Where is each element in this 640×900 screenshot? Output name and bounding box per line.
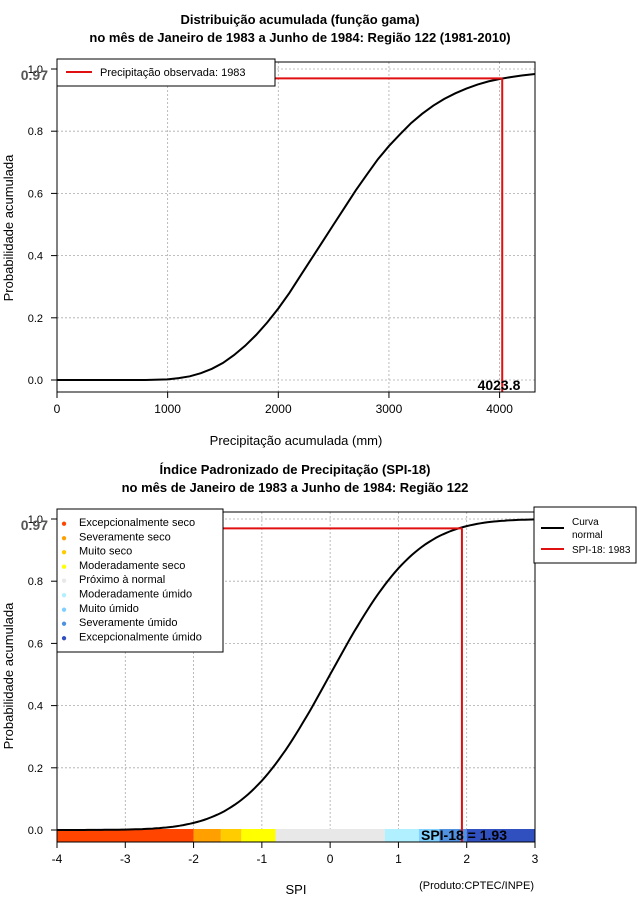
chart2-category-band-2 bbox=[220, 829, 242, 842]
chart2-y-tick-label-2: 0.4 bbox=[28, 701, 43, 713]
chart1-highlight-x-label: 4023.8 bbox=[478, 377, 521, 393]
chart2-legend-bullet-2: ● bbox=[61, 547, 67, 558]
chart2-x-tick-label-1: -3 bbox=[120, 852, 131, 866]
chart2-y-axis: 0.0 0.2 0.4 0.6 0.8 1.0 bbox=[28, 514, 57, 837]
chart2-category-band-7 bbox=[439, 829, 467, 842]
chart2-highlight-y-label: 0.97 bbox=[21, 517, 48, 533]
chart1-title: Distribuição acumulada (função gama) bbox=[180, 12, 419, 27]
chart1-y-tick-label-2: 0.4 bbox=[28, 251, 43, 263]
chart2-y-axis-label: Probabilidade acumulada bbox=[1, 602, 16, 749]
chart2-legend-bullet-6: ● bbox=[61, 604, 67, 615]
chart2-legend-category-6: Muito úmido bbox=[79, 603, 139, 615]
chart2-legend-bullet-1: ● bbox=[61, 533, 67, 544]
chart1-legend: Precipitação observada: 1983 bbox=[56, 58, 276, 87]
chart2-line-legend-box bbox=[533, 506, 637, 564]
chart2-category-band-4 bbox=[275, 829, 385, 842]
chart2-category-band-3 bbox=[241, 829, 276, 842]
chart2-normal-curve bbox=[57, 518, 536, 831]
chart1-y-axis: 0.0 0.2 0.4 0.6 0.8 1.0 bbox=[28, 64, 57, 387]
chart2-x-axis-label: SPI bbox=[286, 882, 307, 897]
chart1-legend-label: Precipitação observada: 1983 bbox=[100, 67, 246, 79]
chart2-y-tick-label-4: 0.8 bbox=[28, 576, 43, 588]
chart1-x-axis-label: Precipitação acumulada (mm) bbox=[210, 433, 383, 448]
chart1-cdf-curve bbox=[57, 73, 536, 381]
chart2-x-tick-label-3: -1 bbox=[257, 852, 268, 866]
chart1-y-tick-label-4: 0.8 bbox=[28, 126, 43, 138]
chart1-grid bbox=[57, 62, 535, 392]
chart2-legend-category-7: Severamente úmido bbox=[79, 617, 177, 629]
chart1-plot-frame bbox=[56, 61, 536, 393]
chart2-category-band-5 bbox=[384, 829, 419, 842]
chart1-x-tick-label-2: 2000 bbox=[265, 402, 292, 416]
chart2-legend-category-4: Próximo à normal bbox=[79, 574, 165, 586]
chart2-legend-category-5: Moderadamente úmido bbox=[79, 589, 192, 601]
chart1-x-tick-label-4: 4000 bbox=[486, 402, 513, 416]
chart2-category-band-6 bbox=[418, 829, 440, 842]
chart2-category-band-8 bbox=[466, 829, 535, 842]
chart2-highlight-x-label: SPI-18 = 1.93 bbox=[421, 827, 507, 843]
chart2-y-tick-label-5: 1.0 bbox=[28, 514, 43, 526]
chart2-category-band-0 bbox=[57, 829, 194, 842]
chart2-grid bbox=[57, 512, 535, 842]
chart1-subtitle: no mês de Janeiro de 1983 a Junho de 198… bbox=[89, 30, 510, 45]
chart2-legend-bullet-5: ● bbox=[61, 590, 67, 601]
chart2-x-tick-label-4: 0 bbox=[327, 852, 334, 866]
chart1-y-axis-label: Probabilidade acumulada bbox=[1, 154, 16, 301]
chart2-category-legend: ● Excepcionalmente seco ● Severamente seco ●… bbox=[56, 508, 224, 653]
chart2-x-axis: -4 -3 -2 -1 0 1 2 3 bbox=[52, 842, 539, 866]
chart2-x-tick-label-5: 1 bbox=[395, 852, 402, 866]
chart2-legend-bullet-7: ● bbox=[61, 619, 67, 630]
chart2-category-band-1 bbox=[193, 829, 221, 842]
chart1-legend-box bbox=[56, 58, 276, 87]
chart2-legend-category-0: Excepcionalmente seco bbox=[79, 517, 195, 529]
chart1-y-tick-label-3: 0.6 bbox=[28, 188, 43, 200]
chart2-legend-label-normal-2: normal bbox=[572, 530, 603, 541]
chart1-x-tick-label-1: 1000 bbox=[154, 402, 181, 416]
chart2-x-tick-label-2: -2 bbox=[188, 852, 199, 866]
chart2-legend-label-spi: SPI-18: 1983 bbox=[572, 545, 631, 556]
chart1-highlight-y-label: 0.97 bbox=[21, 67, 48, 83]
chart2-legend-bullet-3: ● bbox=[61, 561, 67, 572]
chart2-legend-category-2: Muito seco bbox=[79, 546, 132, 558]
chart2-legend-category-8: Excepcionalmente úmido bbox=[79, 631, 202, 643]
chart2-subtitle: no mês de Janeiro de 1983 a Junho de 198… bbox=[122, 480, 469, 495]
chart1-x-tick-label-3: 3000 bbox=[376, 402, 403, 416]
chart2-legend-category-1: Severamente seco bbox=[79, 531, 171, 543]
chart2-y-tick-label-1: 0.2 bbox=[28, 763, 43, 775]
chart2-line-legend: Curva normal SPI-18: 1983 bbox=[533, 506, 637, 564]
chart2-legend-category-3: Moderadamente seco bbox=[79, 560, 185, 572]
chart2-category-legend-box bbox=[56, 508, 224, 653]
chart1-y-tick-label-1: 0.2 bbox=[28, 313, 43, 325]
chart2-category-bar bbox=[57, 829, 535, 842]
chart2-legend-bullet-4: ● bbox=[61, 576, 67, 587]
chart1-x-axis: 0 1000 2000 3000 4000 bbox=[54, 392, 513, 416]
chart2-legend-label-normal-1: Curva bbox=[572, 517, 599, 528]
chart-gamma: Distribuição acumulada (função gama) no … bbox=[1, 12, 536, 448]
chart2-y-tick-label-0: 0.0 bbox=[28, 825, 43, 837]
chart2-legend-bullet-8: ● bbox=[61, 633, 67, 644]
chart1-x-tick-label-0: 0 bbox=[54, 402, 61, 416]
chart1-y-tick-label-5: 1.0 bbox=[28, 64, 43, 76]
chart2-legend-bullet-0: ● bbox=[61, 519, 67, 530]
chart2-footnote: (Produto:CPTEC/INPE) bbox=[419, 880, 534, 892]
chart2-y-tick-label-3: 0.6 bbox=[28, 638, 43, 650]
chart2-x-tick-label-7: 3 bbox=[532, 852, 539, 866]
chart2-title: Índice Padronizado de Precipitação (SPI-… bbox=[160, 462, 431, 477]
chart2-plot-frame bbox=[56, 511, 536, 843]
chart2-x-tick-label-0: -4 bbox=[52, 852, 63, 866]
chart-spi: Índice Padronizado de Precipitação (SPI-… bbox=[1, 462, 637, 897]
chart2-x-tick-label-6: 2 bbox=[463, 852, 470, 866]
chart1-y-tick-label-0: 0.0 bbox=[28, 375, 43, 387]
